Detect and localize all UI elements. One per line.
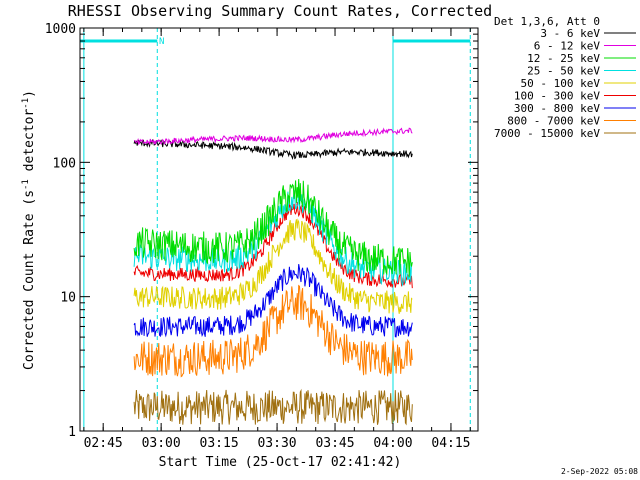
series-line bbox=[133, 218, 413, 314]
series-line bbox=[133, 284, 413, 378]
plot-frame bbox=[79, 27, 479, 432]
legend-entry: 50 - 100 keV bbox=[521, 77, 601, 90]
y-axis-label-part1: Corrected Count Rate (s bbox=[22, 190, 37, 370]
y-axis: 1 10 100 1000 bbox=[45, 22, 478, 440]
y-axis-label-part3: ) bbox=[22, 90, 37, 98]
y-axis-label-sup2: -1 bbox=[21, 98, 31, 109]
x-tick-label: 03:30 bbox=[257, 436, 296, 451]
legend-entry: 6 - 12 keV bbox=[534, 40, 601, 53]
y-tick-label: 1000 bbox=[45, 22, 76, 37]
plot-area bbox=[80, 28, 471, 431]
legend-entry: 300 - 800 keV bbox=[514, 102, 600, 115]
legend-entry: 12 - 25 keV bbox=[527, 52, 600, 65]
x-tick-label: 03:15 bbox=[200, 436, 239, 451]
x-tick-label: 04:00 bbox=[373, 436, 412, 451]
y-tick-label: 100 bbox=[53, 156, 76, 171]
series-line bbox=[133, 189, 413, 287]
legend-entry: 800 - 7000 keV bbox=[507, 115, 600, 128]
series-line bbox=[133, 127, 413, 146]
x-tick-label: 03:45 bbox=[315, 436, 354, 451]
legend-entry: 100 - 300 keV bbox=[514, 90, 600, 103]
legend-entry: 7000 - 15000 keV bbox=[494, 127, 600, 140]
chart-title: RHESSI Observing Summary Count Rates, Co… bbox=[68, 2, 492, 20]
night-marker: N bbox=[159, 37, 164, 47]
series-line bbox=[133, 264, 413, 338]
legend-title: Det 1,3,6, Att 0 bbox=[494, 15, 600, 28]
date-stamp: 2-Sep-2022 05:08 bbox=[561, 467, 638, 476]
y-axis-label-sup1: -1 bbox=[21, 179, 31, 190]
x-tick-label: 02:45 bbox=[84, 436, 123, 451]
y-tick-label: 10 bbox=[60, 291, 76, 306]
legend-entry: 25 - 50 keV bbox=[527, 65, 600, 78]
y-axis-label: Corrected Count Rate (s-1 detector-1) bbox=[21, 90, 37, 370]
x-axis-label: Start Time (25-Oct-17 02:41:42) bbox=[159, 455, 402, 470]
series-line bbox=[133, 139, 413, 161]
legend-entry: 3 - 6 keV bbox=[540, 27, 600, 40]
series-line bbox=[133, 388, 413, 426]
x-tick-label: 03:00 bbox=[142, 436, 181, 451]
y-axis-label-part2: detector bbox=[22, 109, 37, 180]
series-line bbox=[133, 201, 413, 289]
y-tick-label: 1 bbox=[68, 425, 76, 440]
series-line bbox=[133, 178, 413, 278]
x-tick-label: 04:15 bbox=[431, 436, 470, 451]
x-axis: 02:45 03:00 03:15 03:30 03:45 04:00 04:15 bbox=[83, 28, 471, 451]
